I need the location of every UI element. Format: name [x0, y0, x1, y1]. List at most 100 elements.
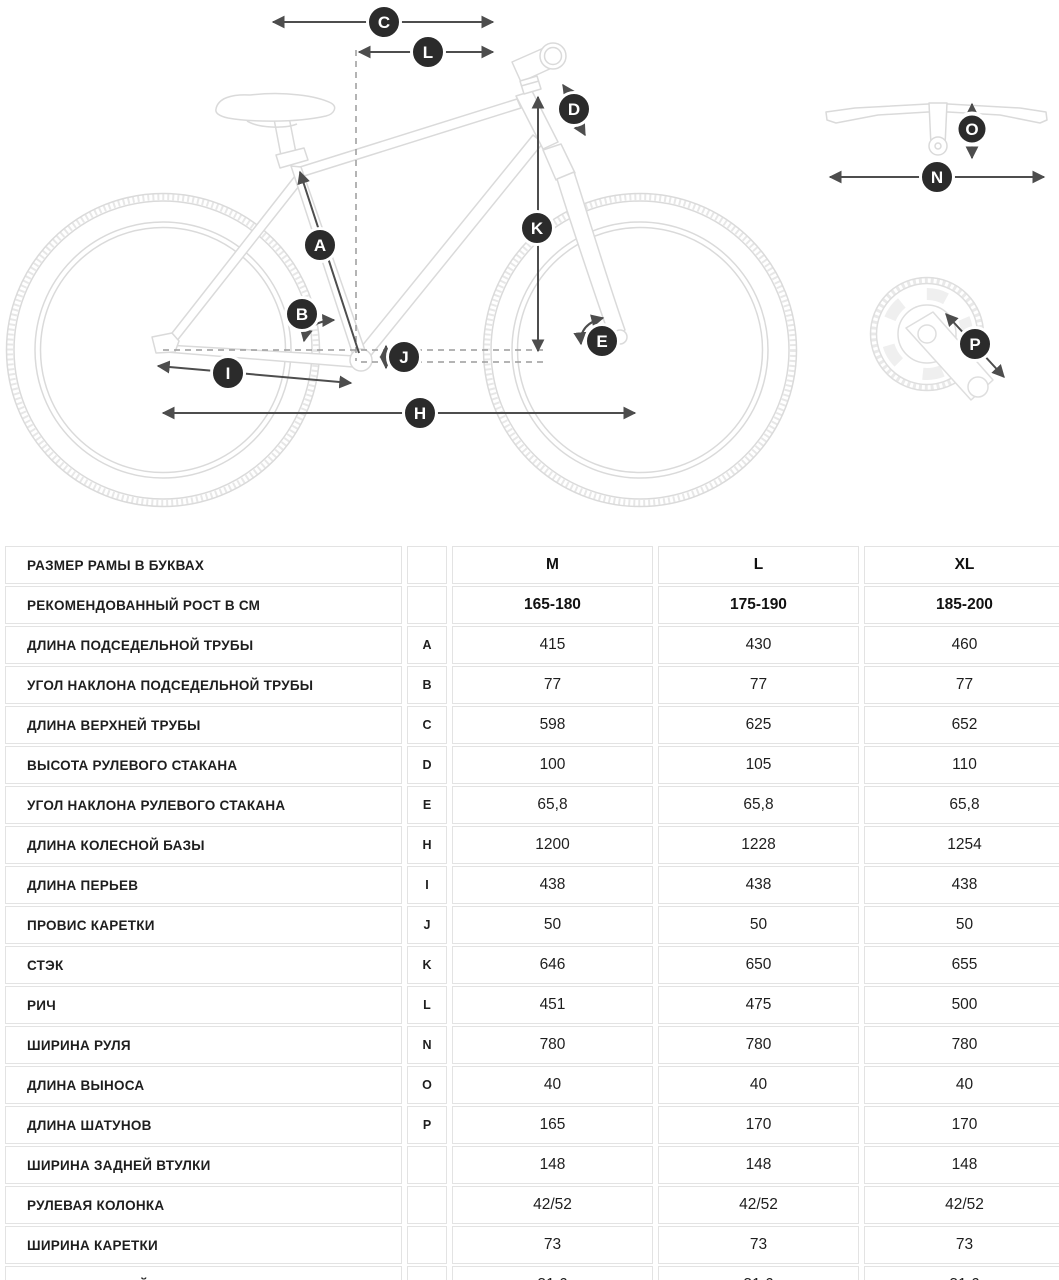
svg-text:E: E — [596, 332, 607, 351]
callout-a: A — [302, 227, 338, 263]
param-name-cell: РАЗМЕР РАМЫ В БУКВАХ — [5, 546, 402, 584]
size-xl-value-cell: 652 — [864, 706, 1059, 744]
param-letter-cell: O — [407, 1066, 447, 1104]
size-l-value-cell: 438 — [658, 866, 859, 904]
fork-blade — [556, 171, 626, 339]
table-row: РАЗМЕР РАМЫ В БУКВАХ M L XL — [5, 546, 1059, 584]
size-m-value-cell: 40 — [452, 1066, 653, 1104]
size-l-value-cell: 77 — [658, 666, 859, 704]
param-name-cell: УГОЛ НАКЛОНА ПОДСЕДЕЛЬНОЙ ТРУБЫ — [5, 666, 402, 704]
size-m-value-cell: 646 — [452, 946, 653, 984]
param-letter-cell: H — [407, 826, 447, 864]
spec-table-body: РАЗМЕР РАМЫ В БУКВАХ M L XL РЕКОМЕНДОВАН… — [5, 546, 1059, 1280]
size-xl-value-cell: 170 — [864, 1106, 1059, 1144]
param-name-cell: СТЭК — [5, 946, 402, 984]
param-letter-cell: K — [407, 946, 447, 984]
param-letter-cell: J — [407, 906, 447, 944]
size-xl-value-cell: 460 — [864, 626, 1059, 664]
table-row: УГОЛ НАКЛОНА ПОДСЕДЕЛЬНОЙ ТРУБЫ B 77 77 … — [5, 666, 1059, 704]
svg-text:J: J — [399, 348, 408, 367]
size-xl-value-cell: 185-200 — [864, 586, 1059, 624]
bike-line-art — [5, 42, 798, 508]
size-l-value-cell: 475 — [658, 986, 859, 1024]
table-row: ШИРИНА ЗАДНЕЙ ВТУЛКИ 148 148 148 — [5, 1146, 1059, 1184]
table-row: ДЛИНА ВЫНОСА O 40 40 40 — [5, 1066, 1059, 1104]
table-row: ДЛИНА ПЕРЬЕВ I 438 438 438 — [5, 866, 1059, 904]
svg-text:A: A — [314, 236, 326, 255]
param-name-cell: УГОЛ НАКЛОНА РУЛЕВОГО СТАКАНА — [5, 786, 402, 824]
param-name-cell: РУЛЕВАЯ КОЛОНКА — [5, 1186, 402, 1224]
size-m-value-cell: 415 — [452, 626, 653, 664]
size-l-value-cell: 1228 — [658, 826, 859, 864]
param-letter-cell: C — [407, 706, 447, 744]
table-row: ДЛИНА ВЕРХНЕЙ ТРУБЫ C 598 625 652 — [5, 706, 1059, 744]
size-l-value-cell: 73 — [658, 1226, 859, 1264]
param-letter-cell: I — [407, 866, 447, 904]
callout-d: D — [556, 91, 592, 127]
param-letter-cell — [407, 1186, 447, 1224]
param-letter-cell: B — [407, 666, 447, 704]
param-letter-cell — [407, 1146, 447, 1184]
measure-arc-e — [573, 314, 605, 346]
size-l-value-cell: 650 — [658, 946, 859, 984]
size-m-value-cell: M — [452, 546, 653, 584]
size-m-value-cell: 73 — [452, 1226, 653, 1264]
size-xl-value-cell: 65,8 — [864, 786, 1059, 824]
size-m-value-cell: 1200 — [452, 826, 653, 864]
svg-text:N: N — [931, 168, 943, 187]
size-m-value-cell: 50 — [452, 906, 653, 944]
size-m-value-cell: 65,8 — [452, 786, 653, 824]
table-row: СТЭК K 646 650 655 — [5, 946, 1059, 984]
front-end — [511, 42, 628, 345]
table-row: РЕКОМЕНДОВАННЫЙ РОСТ В СМ 165-180 175-19… — [5, 586, 1059, 624]
table-row: УГОЛ НАКЛОНА РУЛЕВОГО СТАКАНА E 65,8 65,… — [5, 786, 1059, 824]
stem-bolt-center — [934, 142, 942, 150]
param-name-cell: ШИРИНА РУЛЯ — [5, 1026, 402, 1064]
callout-p: P — [957, 326, 993, 362]
svg-text:I: I — [226, 364, 231, 383]
callout-i: I — [210, 355, 246, 391]
saddle — [215, 92, 336, 122]
pedal-hole — [967, 376, 989, 398]
size-xl-value-cell: 42/52 — [864, 1186, 1059, 1224]
size-m-value-cell: 165 — [452, 1106, 653, 1144]
size-xl-value-cell: 780 — [864, 1026, 1059, 1064]
param-letter-cell: E — [407, 786, 447, 824]
table-row: ШИРИНА РУЛЯ N 780 780 780 — [5, 1026, 1059, 1064]
rear-dropout — [151, 332, 180, 354]
table-row: РИЧ L 451 475 500 — [5, 986, 1059, 1024]
size-l-value-cell: 170 — [658, 1106, 859, 1144]
seat-clamp — [275, 147, 309, 169]
table-row: ПОДСЕДЕЛЬНЫЙ ШТЫРЬ 31.6 31.6 31.6 — [5, 1266, 1059, 1280]
param-name-cell: ДЛИНА ВЕРХНЕЙ ТРУБЫ — [5, 706, 402, 744]
svg-text:B: B — [296, 305, 308, 324]
callout-badges: C L D K A B E J I H O N P — [210, 4, 993, 431]
table-row: ДЛИНА ПОДСЕДЕЛЬНОЙ ТРУБЫ A 415 430 460 — [5, 626, 1059, 664]
param-name-cell: РИЧ — [5, 986, 402, 1024]
param-letter-cell: A — [407, 626, 447, 664]
param-name-cell: ПРОВИС КАРЕТКИ — [5, 906, 402, 944]
size-m-value-cell: 438 — [452, 866, 653, 904]
param-name-cell: ДЛИНА ШАТУНОВ — [5, 1106, 402, 1144]
size-l-value-cell: 780 — [658, 1026, 859, 1064]
size-m-value-cell: 598 — [452, 706, 653, 744]
param-letter-cell — [407, 1266, 447, 1280]
chainstay — [165, 344, 356, 368]
handlebar-top-view — [825, 102, 1048, 156]
size-xl-value-cell: XL — [864, 546, 1059, 584]
frame-tubes — [151, 90, 559, 372]
callout-e: E — [584, 323, 620, 359]
param-name-cell: ВЫСОТА РУЛЕВОГО СТАКАНА — [5, 746, 402, 784]
size-xl-value-cell: 73 — [864, 1226, 1059, 1264]
param-letter-cell: L — [407, 986, 447, 1024]
param-letter-cell — [407, 586, 447, 624]
table-row: ДЛИНА КОЛЕСНОЙ БАЗЫ H 1200 1228 1254 — [5, 826, 1059, 864]
svg-text:C: C — [378, 13, 390, 32]
size-m-value-cell: 77 — [452, 666, 653, 704]
param-letter-cell — [407, 1226, 447, 1264]
table-row: ДЛИНА ШАТУНОВ P 165 170 170 — [5, 1106, 1059, 1144]
headset-spacers — [519, 75, 542, 95]
callout-o: O — [954, 111, 990, 147]
param-letter-cell: D — [407, 746, 447, 784]
param-name-cell: ДЛИНА ВЫНОСА — [5, 1066, 402, 1104]
